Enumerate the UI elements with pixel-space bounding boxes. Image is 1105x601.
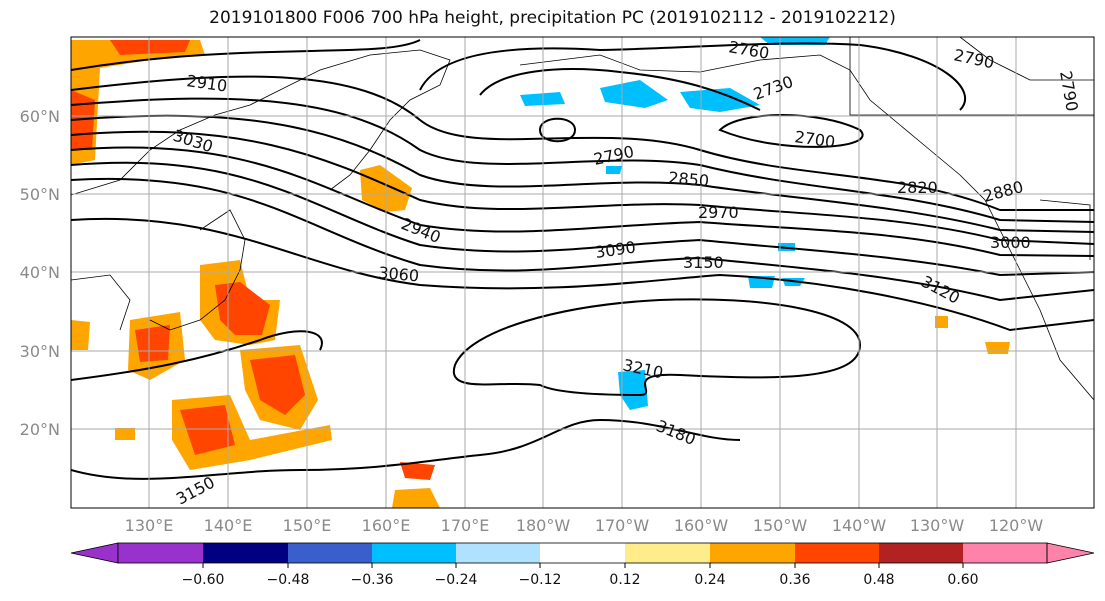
lon-label: 150°E [283,516,332,535]
colorbar-segment [456,543,540,563]
colorbar-extend-low [70,542,119,564]
colorbar-extend-high [1046,542,1095,564]
precip-positive-shading [71,40,1010,508]
colorbar-tick: −0.60 [182,572,225,588]
lon-label: 130°E [125,516,174,535]
lon-label: 160°W [674,516,729,535]
colorbar-segment [879,543,963,563]
colorbar-segment [625,543,710,563]
map-title: 2019101800 F006 700 hPa height, precipit… [209,8,896,28]
lon-label: 180°W [516,516,571,535]
lon-label: 120°W [989,516,1044,535]
colorbar-tick: −0.24 [435,572,478,588]
contour-label: 2970 [698,203,739,222]
lat-label: 20°N [20,420,60,439]
contour-label: 3150 [683,253,724,272]
colorbar-segment [795,543,879,563]
lon-label: 130°W [910,516,965,535]
colorbar-segment [288,543,372,563]
lat-label: 30°N [20,342,60,361]
longitude-labels: 130°E 140°E 150°E 160°E 170°E 180°W 170°… [125,516,1044,535]
lat-label: 60°N [20,107,60,126]
colorbar-segment [372,543,456,563]
colorbar-segment [203,543,288,563]
colorbar-segment [540,543,625,563]
contour-label: 3000 [990,233,1031,252]
graticule [71,37,1094,508]
colorbar-tick: 0.48 [863,572,894,588]
contour-label: 2850 [668,168,710,190]
lon-label: 140°E [204,516,253,535]
colorbar-tick: 0.36 [779,572,810,588]
colorbar-tick: 0.12 [609,572,640,588]
lon-label: 150°W [753,516,808,535]
plot-frame [70,36,1095,509]
contour-label: 2820 [897,178,938,197]
lat-label: 40°N [20,263,60,282]
latitude-labels: 60°N 50°N 40°N 30°N 20°N [20,107,60,439]
lon-label: 170°E [441,516,490,535]
colorbar-tick: −0.48 [267,572,310,588]
colorbar-tick: 0.24 [694,572,725,588]
colorbar-segment [118,543,203,563]
colorbar-tick: 0.60 [947,572,978,588]
lat-label: 50°N [20,185,60,204]
lon-label: 160°E [362,516,411,535]
colorbar-tick: −0.36 [351,572,394,588]
colorbar: −0.60 −0.48 −0.36 −0.24 −0.12 0.12 0.24 … [70,542,1095,588]
lon-label: 170°W [595,516,650,535]
colorbar-tick: −0.12 [519,572,562,588]
colorbar-segment [963,543,1047,563]
lon-label: 140°W [832,516,887,535]
colorbar-segment [710,543,795,563]
contour-label: 3060 [378,263,420,285]
